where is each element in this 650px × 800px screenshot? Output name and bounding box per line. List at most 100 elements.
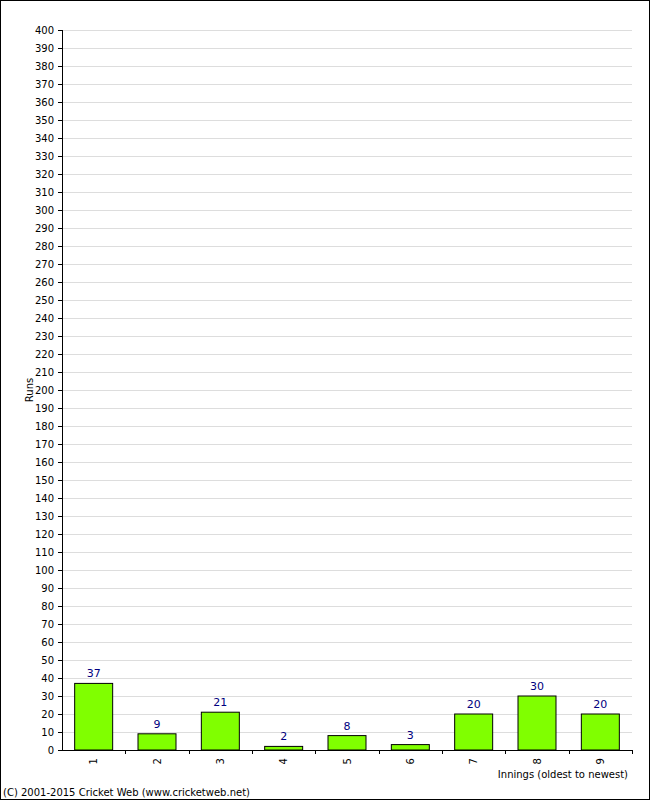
- bar: [455, 714, 493, 750]
- data-label: 21: [213, 696, 227, 709]
- y-tick-label: 300: [35, 205, 54, 216]
- y-axis: [62, 30, 63, 750]
- y-tick-label: 380: [35, 61, 54, 72]
- data-label: 8: [344, 720, 351, 733]
- y-axis-title: Runs: [24, 378, 35, 402]
- x-tick-divider: [315, 750, 316, 754]
- grid-line: [62, 282, 632, 283]
- grid-line: [62, 408, 632, 409]
- y-tick: [58, 462, 62, 463]
- grid-line: [62, 102, 632, 103]
- y-tick-label: 90: [41, 583, 54, 594]
- bar: [328, 736, 366, 750]
- x-tick-divider: [505, 750, 506, 754]
- y-tick: [58, 156, 62, 157]
- grid-line: [62, 300, 632, 301]
- y-tick: [58, 138, 62, 139]
- x-tick-label: 7: [468, 758, 479, 764]
- x-tick-label: 2: [152, 758, 163, 764]
- x-tick-label: 9: [595, 758, 606, 764]
- bars: [75, 683, 620, 750]
- y-tick-label: 340: [35, 133, 54, 144]
- grid-line: [62, 588, 632, 589]
- grid-line: [62, 750, 632, 751]
- y-tick: [58, 264, 62, 265]
- grid-line: [62, 84, 632, 85]
- grid-line: [62, 264, 632, 265]
- grid-line: [62, 480, 632, 481]
- y-tick: [58, 30, 62, 31]
- data-label: 9: [154, 718, 161, 731]
- y-tick-label: 370: [35, 79, 54, 90]
- y-tick-label: 150: [35, 475, 54, 486]
- data-label: 37: [87, 667, 101, 680]
- y-tick: [58, 750, 62, 751]
- y-tick: [58, 210, 62, 211]
- y-tick: [58, 408, 62, 409]
- y-tick-label: 80: [41, 601, 54, 612]
- grid-line: [62, 138, 632, 139]
- grid-line: [62, 30, 632, 31]
- x-axis-title: Innings (oldest to newest): [498, 769, 628, 780]
- grid-line: [62, 354, 632, 355]
- data-label: 2: [280, 730, 287, 743]
- y-tick: [58, 48, 62, 49]
- data-label: 3: [407, 729, 414, 742]
- x-tick-divider: [569, 750, 570, 754]
- y-tick-label: 290: [35, 223, 54, 234]
- grid-line: [62, 516, 632, 517]
- grid-line: [62, 246, 632, 247]
- grid-line: [62, 534, 632, 535]
- y-tick: [58, 678, 62, 679]
- chart: 0102030405060708090100110120130140150160…: [0, 0, 650, 800]
- x-tick-label: 1: [88, 758, 99, 764]
- y-tick-label: 350: [35, 115, 54, 126]
- bar: [75, 683, 113, 750]
- y-tick-label: 170: [35, 439, 54, 450]
- data-labels: 37921283203020: [87, 667, 608, 743]
- y-tick: [58, 354, 62, 355]
- x-tick-divider: [379, 750, 380, 754]
- y-tick: [58, 606, 62, 607]
- y-tick-label: 330: [35, 151, 54, 162]
- grid-line: [62, 210, 632, 211]
- y-tick-label: 160: [35, 457, 54, 468]
- grid-line: [62, 192, 632, 193]
- grid-line: [62, 156, 632, 157]
- bar: [201, 712, 239, 750]
- grid-line: [62, 552, 632, 553]
- bar: [581, 714, 619, 750]
- y-tick: [58, 642, 62, 643]
- y-tick-label: 250: [35, 295, 54, 306]
- grid-line: [62, 426, 632, 427]
- bar: [518, 696, 556, 750]
- grid-line: [62, 498, 632, 499]
- grid-line: [62, 336, 632, 337]
- y-tick: [58, 732, 62, 733]
- y-tick-label: 60: [41, 637, 54, 648]
- y-tick-label: 110: [35, 547, 54, 558]
- y-tick: [58, 516, 62, 517]
- bar: [138, 734, 176, 750]
- x-tick-label: 4: [278, 758, 289, 764]
- y-tick-label: 20: [41, 709, 54, 720]
- grid-line: [62, 120, 632, 121]
- copyright: (C) 2001-2015 Cricket Web (www.cricketwe…: [3, 787, 250, 798]
- y-tick: [58, 696, 62, 697]
- y-tick: [58, 84, 62, 85]
- y-tick-label: 130: [35, 511, 54, 522]
- y-tick: [58, 588, 62, 589]
- grid-line: [62, 318, 632, 319]
- y-tick-label: 390: [35, 43, 54, 54]
- grid-line: [62, 48, 632, 49]
- grid-line: [62, 444, 632, 445]
- y-tick: [58, 174, 62, 175]
- x-tick-divider: [632, 750, 633, 754]
- y-tick: [58, 660, 62, 661]
- grid-line: [62, 642, 632, 643]
- grid-line: [62, 390, 632, 391]
- y-tick: [58, 336, 62, 337]
- y-tick-label: 230: [35, 331, 54, 342]
- y-tick: [58, 102, 62, 103]
- y-tick-label: 50: [41, 655, 54, 666]
